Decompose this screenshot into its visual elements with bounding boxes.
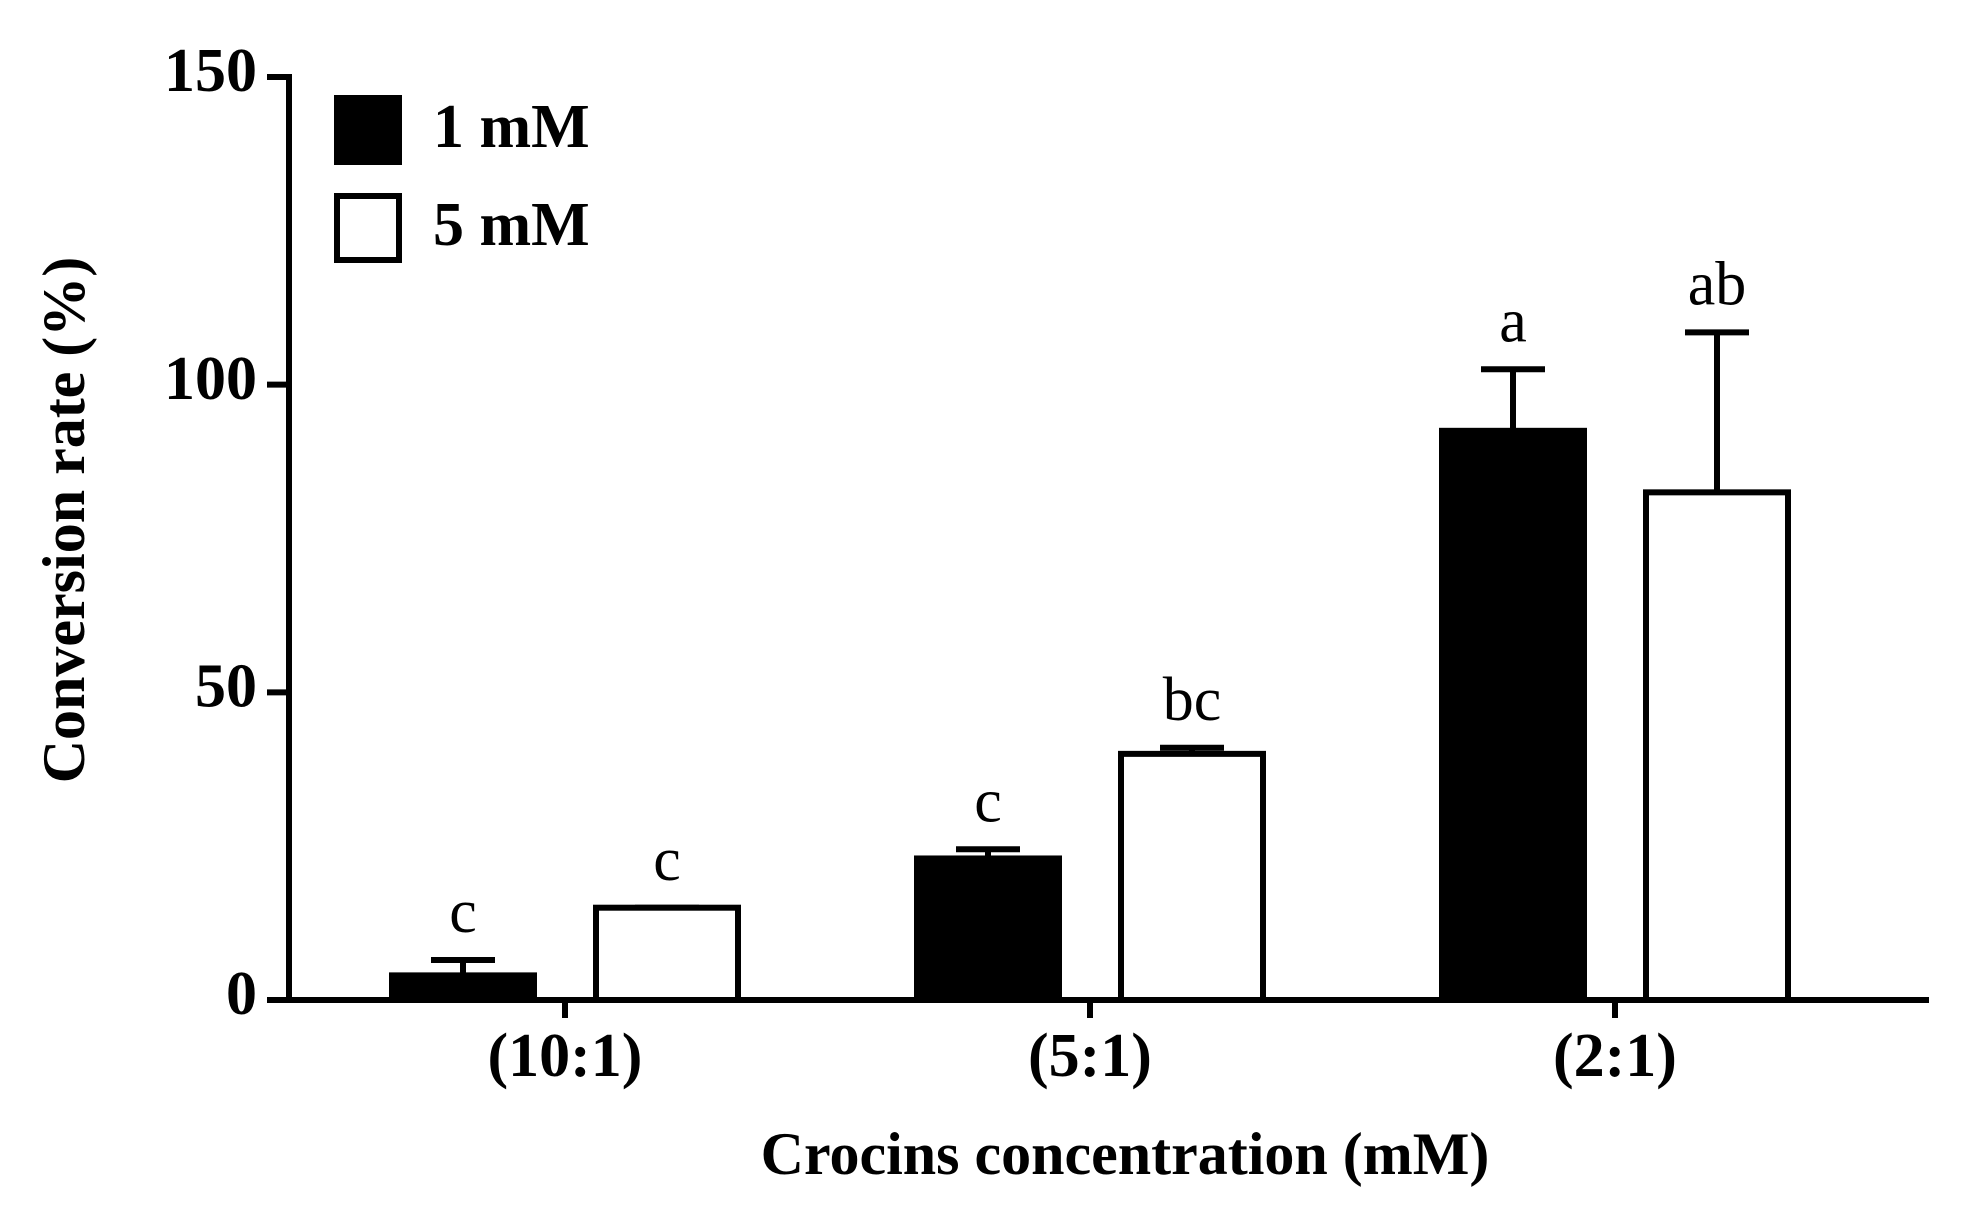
x-tick-label: (10:1) <box>488 1022 643 1090</box>
x-tick-label: (5:1) <box>1028 1022 1152 1090</box>
y-tick-label: 100 <box>164 345 257 413</box>
bar <box>914 855 1062 1003</box>
bar <box>389 972 537 1003</box>
legend-label: 1 mM <box>433 93 590 161</box>
y-tick-label: 0 <box>226 960 257 1028</box>
x-axis-title: Crocins concentration (mM) <box>761 1121 1490 1187</box>
legend-swatch <box>334 95 402 165</box>
significance-label: a <box>1499 288 1527 356</box>
bar <box>1439 427 1587 1004</box>
bar <box>593 904 741 1004</box>
y-tick-label: 150 <box>164 37 257 105</box>
legend-label: 5 mM <box>433 191 590 259</box>
significance-label: ab <box>1688 251 1747 319</box>
y-tick-label: 50 <box>195 653 257 721</box>
bar <box>1118 750 1266 1003</box>
significance-label: c <box>653 826 681 894</box>
significance-label: c <box>974 767 1002 835</box>
significance-label: bc <box>1163 666 1222 734</box>
legend-swatch <box>334 193 402 263</box>
x-tick-label: (2:1) <box>1553 1022 1677 1090</box>
y-axis-title: Conversion rate (%) <box>31 257 97 784</box>
significance-label: c <box>449 878 477 946</box>
bar <box>1643 489 1791 1003</box>
